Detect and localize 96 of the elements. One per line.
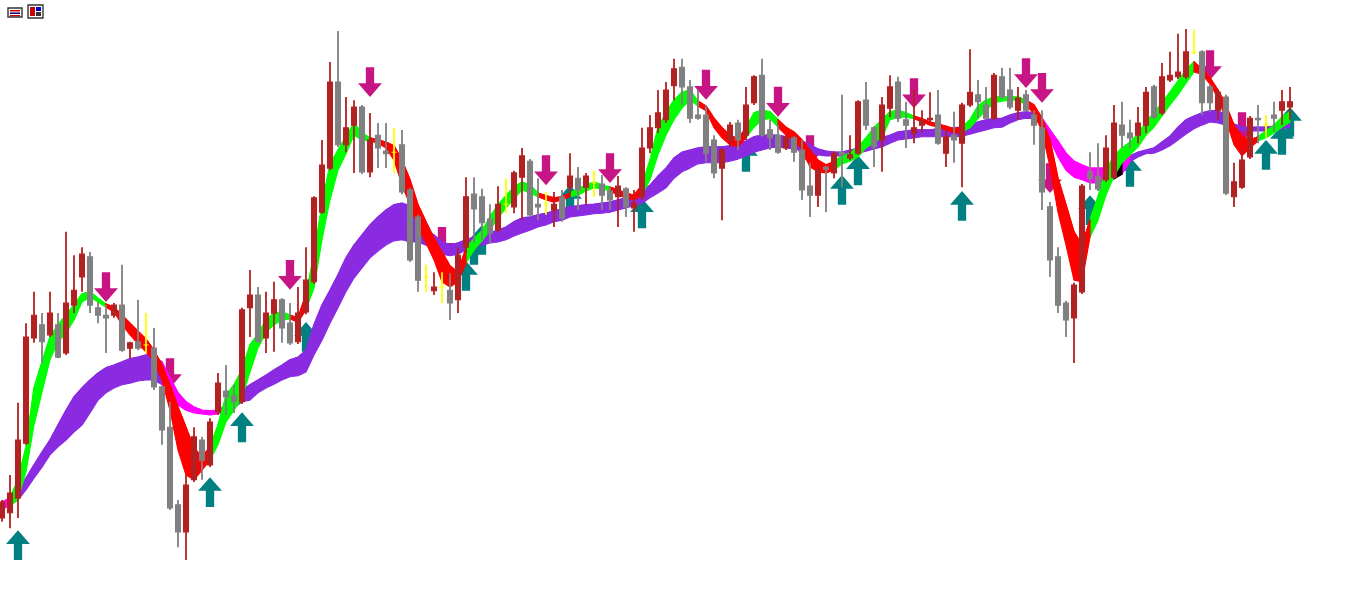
point	[534, 155, 558, 186]
candlestick	[694, 89, 702, 121]
candlestick	[1022, 89, 1030, 113]
candlestick	[950, 110, 958, 164]
candlestick	[270, 280, 278, 353]
candlestick	[614, 175, 622, 228]
candlestick	[374, 122, 382, 170]
candlestick	[982, 85, 990, 121]
candlestick	[1118, 100, 1126, 149]
candlestick	[646, 114, 654, 155]
candlestick	[806, 161, 814, 218]
point	[598, 153, 622, 184]
point	[1014, 58, 1038, 88]
candlestick	[942, 128, 950, 168]
candlestick	[1174, 32, 1182, 80]
candlestick	[430, 271, 438, 296]
point	[694, 69, 718, 100]
candlestick	[1134, 106, 1142, 145]
candlestick	[1278, 89, 1286, 127]
candlestick	[902, 100, 910, 149]
candlestick	[718, 147, 726, 222]
candlestick	[94, 301, 102, 325]
candlestick	[726, 121, 734, 148]
candlestick	[678, 57, 686, 106]
candlestick	[102, 304, 110, 354]
candlestick	[78, 246, 86, 293]
candlestick	[1206, 83, 1214, 113]
candlestick	[1214, 89, 1222, 121]
candlestick	[734, 118, 742, 151]
candlestick	[670, 57, 678, 102]
candlestick	[382, 122, 390, 170]
candlestick	[766, 118, 774, 151]
candlestick	[246, 269, 254, 338]
candlestick	[1270, 100, 1278, 133]
candlestick	[550, 191, 558, 228]
point	[950, 190, 974, 221]
point	[6, 530, 30, 560]
candlestick	[1086, 151, 1094, 191]
candlestick	[830, 150, 838, 180]
candlestick	[1230, 161, 1238, 208]
candlestick	[286, 302, 294, 346]
candlestick	[966, 48, 974, 108]
candlestick	[774, 124, 782, 155]
candlestick	[822, 165, 830, 214]
candlestick	[518, 147, 526, 222]
candlestick	[30, 290, 38, 344]
candlestick	[534, 177, 542, 222]
candlestick	[974, 79, 982, 120]
candlestick	[230, 383, 238, 414]
candlestick	[134, 298, 142, 352]
candlestick	[622, 186, 630, 218]
candlestick	[558, 188, 566, 223]
point	[358, 67, 382, 97]
point	[1030, 73, 1054, 103]
candlestick	[6, 474, 14, 530]
candlestick	[222, 364, 230, 416]
candlestick	[846, 134, 854, 162]
candlestick	[654, 89, 662, 134]
candlestick	[470, 176, 478, 244]
candlestick	[790, 135, 798, 163]
candlestick	[574, 166, 582, 211]
candlestick	[870, 125, 878, 168]
point	[1254, 139, 1278, 170]
point	[198, 477, 222, 507]
candlestick	[1062, 299, 1070, 338]
candlestick	[886, 74, 894, 119]
point	[278, 259, 302, 290]
candlestick	[1006, 66, 1014, 111]
candlestick	[38, 312, 46, 364]
point	[846, 155, 870, 186]
candlestick	[0, 499, 6, 523]
candlestick	[446, 272, 454, 321]
candlestick	[1094, 142, 1102, 192]
candlestick	[1286, 85, 1294, 121]
candlestick	[910, 89, 918, 145]
point	[94, 272, 118, 302]
candlestick	[1166, 50, 1174, 84]
candlestick	[998, 66, 1006, 100]
candlestick	[46, 290, 54, 338]
candlestick	[918, 109, 926, 133]
candlestick	[1126, 118, 1134, 149]
candlestick	[630, 188, 638, 233]
point	[766, 86, 790, 117]
candlestick	[582, 171, 590, 206]
point	[830, 175, 854, 205]
candlestick	[1030, 109, 1038, 146]
point	[230, 412, 254, 443]
candlestick	[486, 203, 494, 244]
candlestick	[606, 185, 614, 211]
candlestick	[198, 435, 206, 481]
candlestick	[350, 99, 358, 174]
candlestick	[598, 174, 606, 211]
candlestick	[70, 254, 78, 314]
candlestick	[566, 152, 574, 198]
candlestick	[1014, 85, 1022, 121]
candlestick	[342, 96, 350, 154]
